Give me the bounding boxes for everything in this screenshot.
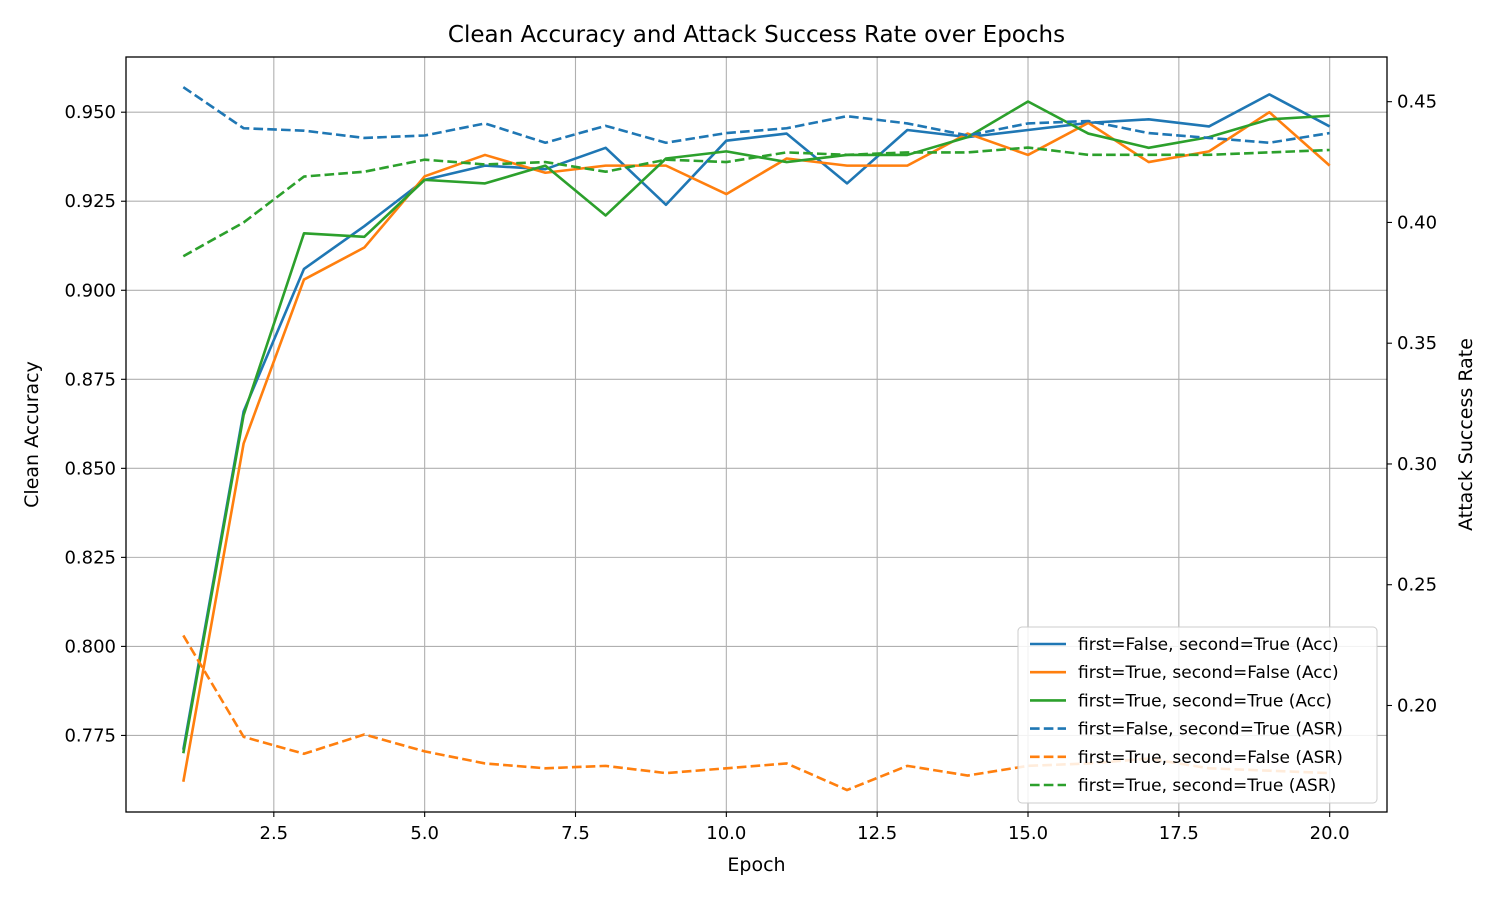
plot-lines — [182, 86, 1331, 792]
plot-frame — [125, 56, 1388, 813]
legend-label-2: first=True, second=True (Acc) — [1078, 691, 1332, 711]
series-line-4 — [182, 634, 1330, 792]
chart-title: Clean Accuracy and Attack Success Rate o… — [448, 22, 1065, 48]
y-tick-label-right: 0.40 — [1397, 212, 1437, 233]
x-tick-label: 10.0 — [706, 823, 746, 844]
x-tick-label: 12.5 — [857, 823, 897, 844]
y-tick-label-right: 0.25 — [1397, 575, 1437, 596]
x-tick-label: 20.0 — [1310, 823, 1350, 844]
y-axis-label-left: Clean Accuracy — [21, 361, 43, 508]
y-tick-label-right: 0.45 — [1397, 92, 1437, 113]
legend-box — [1017, 626, 1378, 804]
y-tick-label-left: 0.925 — [64, 191, 116, 212]
x-axis-label: Epoch — [727, 854, 785, 876]
y-tick-label-right: 0.35 — [1397, 333, 1437, 354]
series-line-0 — [182, 93, 1331, 750]
x-tick-label: 17.5 — [1159, 823, 1199, 844]
y-tick-label-left: 0.850 — [64, 458, 116, 479]
series-line-5 — [182, 146, 1330, 258]
y-tick-label-left: 0.950 — [64, 102, 116, 123]
series-line-3 — [182, 86, 1330, 145]
axis-ticks: 2.5 5.0 7.5 10.0 12.5 15.0 17.5 20.0 0.775 0.800 0… — [64, 92, 1437, 844]
x-tick-label: 5.0 — [410, 823, 439, 844]
legend-label-3: first=False, second=True (ASR) — [1078, 720, 1343, 740]
x-tick-label: 7.5 — [561, 823, 590, 844]
x-tick-label: 15.0 — [1008, 823, 1048, 844]
x-tick-label: 2.5 — [260, 823, 289, 844]
legend-label-5: first=True, second=True (ASR) — [1078, 776, 1336, 796]
y-tick-label-right: 0.20 — [1397, 695, 1437, 716]
y-axis-label-right: Attack Success Rate — [1455, 338, 1477, 531]
legend: first=False, second=True (Acc) first=True… — [1017, 626, 1378, 804]
legend-label-1: first=True, second=False (Acc) — [1078, 663, 1339, 683]
y-tick-label-left: 0.875 — [64, 369, 116, 390]
y-tick-label-left: 0.825 — [64, 547, 116, 568]
legend-label-4: first=True, second=False (ASR) — [1078, 748, 1343, 768]
legend-label-0: first=False, second=True (Acc) — [1078, 635, 1339, 655]
y-tick-label-left: 0.800 — [64, 636, 116, 657]
y-tick-label-left: 0.900 — [64, 280, 116, 301]
y-tick-label-left: 0.775 — [64, 725, 116, 746]
y-tick-label-right: 0.30 — [1397, 454, 1437, 475]
